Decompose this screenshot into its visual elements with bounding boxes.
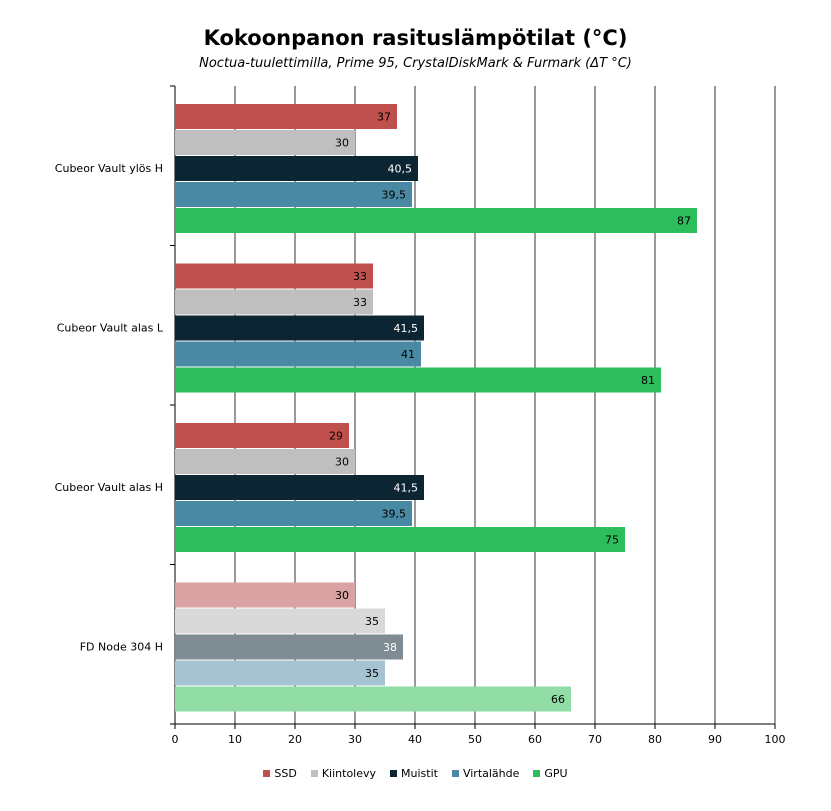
legend-item: Virtalähde <box>451 767 520 780</box>
bar <box>175 315 424 341</box>
legend-label: GPU <box>544 767 568 780</box>
data-label: 41,5 <box>394 482 419 495</box>
x-tick-label: 70 <box>588 733 602 746</box>
bar <box>175 501 412 526</box>
legend-label: SSD <box>274 767 297 780</box>
bar <box>175 660 385 686</box>
bar <box>175 475 424 500</box>
x-tick-label: 10 <box>228 733 242 746</box>
legend-item: SSD <box>263 767 297 780</box>
data-label: 81 <box>641 374 655 387</box>
bar <box>175 367 661 393</box>
chart-title: Kokoonpanon rasituslämpötilat (°C) <box>203 26 628 50</box>
bar <box>175 104 397 129</box>
data-label: 39,5 <box>382 189 407 202</box>
legend-swatch <box>451 770 459 777</box>
data-label: 41 <box>401 348 415 361</box>
legend-swatch <box>263 770 271 777</box>
x-tick-label: 60 <box>528 733 542 746</box>
bar <box>175 634 403 660</box>
legend-swatch <box>310 770 318 777</box>
x-tick-label: 100 <box>765 733 786 746</box>
data-label: 30 <box>335 456 349 469</box>
x-tick-label: 50 <box>468 733 482 746</box>
data-label: 37 <box>377 111 391 124</box>
x-tick-label: 80 <box>648 733 662 746</box>
data-label: 30 <box>335 589 349 602</box>
bar <box>175 423 349 448</box>
legend-label: Virtalähde <box>462 767 520 780</box>
bar <box>175 130 355 155</box>
bar <box>175 341 421 367</box>
legend-label: Kiintolevy <box>321 767 377 780</box>
bar <box>175 263 373 289</box>
legend-item: Kiintolevy <box>310 767 377 780</box>
bar <box>175 608 385 634</box>
data-label: 39,5 <box>382 508 407 521</box>
data-label: 38 <box>383 641 397 654</box>
data-label: 75 <box>605 534 619 547</box>
chart-subtitle: Noctua-tuulettimilla, Prime 95, CrystalD… <box>199 56 632 71</box>
data-label: 33 <box>353 270 367 283</box>
data-label: 29 <box>329 430 343 443</box>
bar <box>175 527 625 552</box>
bar <box>175 582 355 608</box>
x-tick-label: 30 <box>348 733 362 746</box>
legend-swatch <box>533 770 541 777</box>
data-label: 41,5 <box>394 322 419 335</box>
data-label: 30 <box>335 137 349 150</box>
legend-item: Muistit <box>390 767 438 780</box>
bar <box>175 156 418 181</box>
x-tick-label: 90 <box>708 733 722 746</box>
data-label: 33 <box>353 296 367 309</box>
x-tick-label: 0 <box>172 733 179 746</box>
category-label: Cubeor Vault ylös H <box>55 162 163 175</box>
bar <box>175 449 355 474</box>
category-label: FD Node 304 H <box>80 641 163 654</box>
bar <box>175 289 373 315</box>
x-tick-label: 40 <box>408 733 422 746</box>
bar <box>175 686 571 712</box>
data-label: 35 <box>365 615 379 628</box>
bar <box>175 208 697 233</box>
x-tick-label: 20 <box>288 733 302 746</box>
data-label: 66 <box>551 693 565 706</box>
bar <box>175 182 412 207</box>
data-label: 35 <box>365 667 379 680</box>
legend-swatch <box>390 770 398 777</box>
category-label: Cubeor Vault alas L <box>57 322 164 335</box>
legend-label: Muistit <box>401 767 438 780</box>
data-label: 87 <box>677 215 691 228</box>
legend: SSD Kiintolevy Muistit Virtalähde GPU <box>0 767 831 780</box>
category-label: Cubeor Vault alas H <box>55 481 163 494</box>
legend-item: GPU <box>533 767 568 780</box>
data-label: 40,5 <box>388 163 413 176</box>
